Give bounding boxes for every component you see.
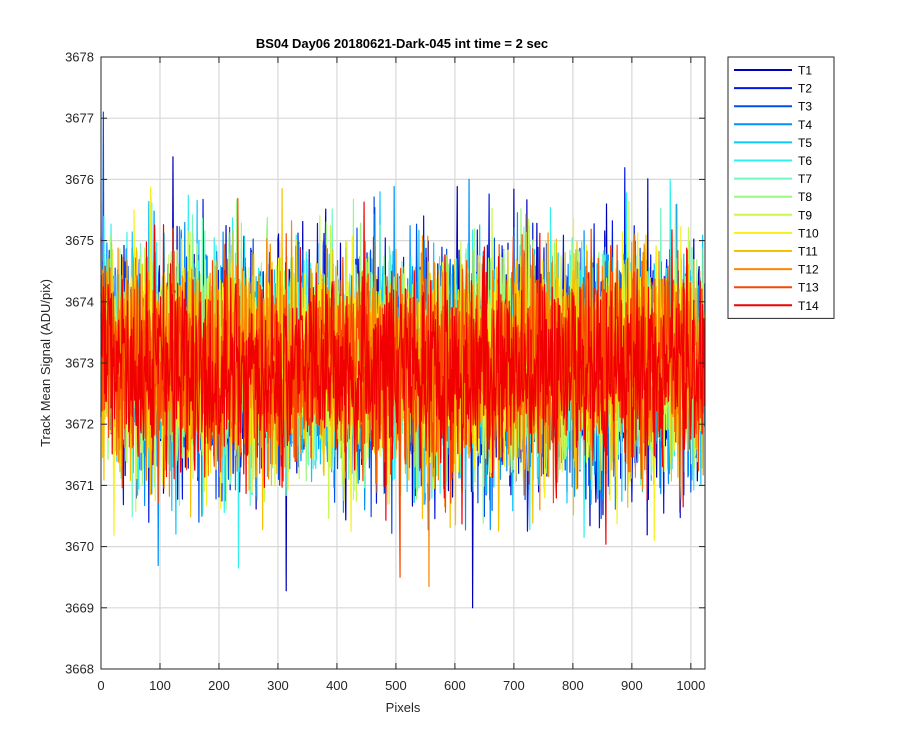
x-tick-label: 500 (385, 678, 407, 693)
y-tick-label: 3677 (65, 111, 94, 126)
y-tick-label: 3676 (65, 172, 94, 187)
x-tick-label: 400 (326, 678, 348, 693)
y-tick-label: 3669 (65, 600, 94, 615)
x-tick-label: 100 (149, 678, 171, 693)
legend-label-t5: T5 (798, 136, 812, 150)
x-tick-label: 700 (503, 678, 525, 693)
x-axis-label: Pixels (386, 700, 421, 715)
x-tick-label: 200 (208, 678, 230, 693)
y-tick-label: 3670 (65, 539, 94, 554)
legend-label-t7: T7 (798, 172, 812, 186)
legend-label-t4: T4 (798, 118, 812, 132)
legend-label-t13: T13 (798, 281, 819, 295)
legend-label-t8: T8 (798, 190, 812, 204)
legend-label-t10: T10 (798, 226, 819, 240)
x-tick-label: 900 (621, 678, 643, 693)
y-axis-label: Track Mean Signal (ADU/pix) (38, 279, 53, 447)
legend-box (727, 56, 835, 319)
series-line-t13 (100, 197, 706, 578)
legend-label-t11: T11 (798, 245, 818, 259)
y-tick-label: 3674 (65, 294, 94, 309)
y-tick-label: 3671 (65, 478, 94, 493)
axis-ticks: 0 100 200 300 400 500 600 700 800 900 1000 3668 3669… (65, 50, 705, 694)
legend-label-t14: T14 (798, 299, 819, 313)
legend-label-t3: T3 (798, 100, 812, 114)
y-tick-label: 3673 (65, 356, 94, 371)
legend-label-t9: T9 (798, 208, 812, 222)
y-tick-label: 3672 (65, 417, 94, 432)
y-tick-label: 3668 (65, 662, 94, 677)
legend-label-t2: T2 (798, 82, 812, 96)
x-tick-label: 1000 (676, 678, 705, 693)
x-tick-label: 600 (444, 678, 466, 693)
x-tick-label: 800 (562, 678, 584, 693)
chart-title: BS04 Day06 20180621-Dark-045 int time = … (256, 36, 548, 51)
legend-label-t1: T1 (798, 64, 812, 78)
series-lines (100, 111, 706, 609)
y-tick-label: 3675 (65, 233, 94, 248)
x-tick-label: 300 (267, 678, 289, 693)
series-line-t14 (100, 201, 706, 545)
y-tick-label: 3678 (65, 50, 94, 65)
legend-label-t6: T6 (798, 154, 812, 168)
legend: T1 T2 T3 T4 T5 T6 T7 T8 T9 T10 T11 T12 T13 T14 (727, 56, 835, 319)
x-tick-label: 0 (97, 678, 104, 693)
legend-label-t12: T12 (798, 263, 819, 277)
